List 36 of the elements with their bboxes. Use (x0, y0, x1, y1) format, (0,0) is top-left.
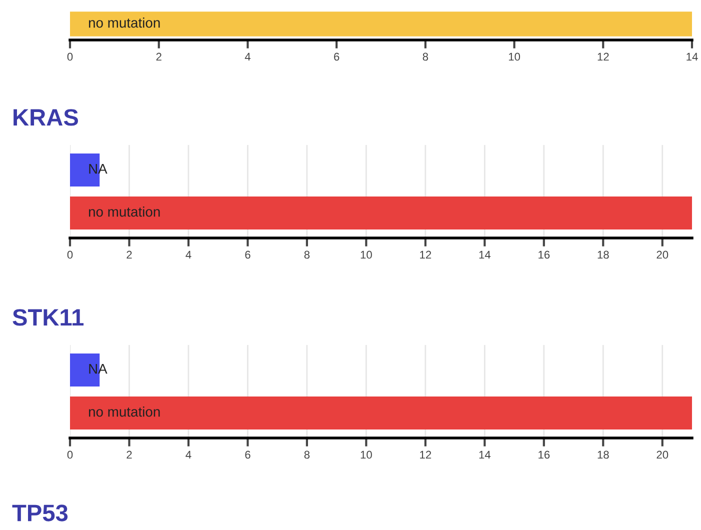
x-tick-label: 14 (479, 250, 491, 259)
x-tick-label: 4 (186, 250, 192, 259)
x-tick-label: 12 (420, 250, 432, 259)
chart-title: KRAS (14, 109, 78, 126)
x-tick-label: 20 (656, 250, 668, 259)
y-tick-label: no mutation (88, 406, 160, 417)
x-tick-label: 2 (126, 450, 132, 459)
x-tick-label: 14 (686, 52, 698, 61)
x-tick-label: 2 (156, 52, 162, 61)
x-tick-label: 0 (67, 52, 73, 61)
x-tick-label: 10 (360, 250, 372, 259)
x-tick-label: 2 (126, 250, 132, 259)
x-tick-label: 14 (479, 450, 491, 459)
x-tick-label: 4 (186, 450, 192, 459)
x-tick-label: 6 (245, 250, 250, 259)
x-tick-label: 16 (538, 450, 550, 459)
x-tick-label: 12 (598, 52, 609, 61)
x-tick-label: 18 (598, 250, 609, 259)
x-tick-label: 20 (656, 450, 668, 459)
x-tick-label: 6 (245, 450, 250, 459)
x-tick-label: 10 (508, 52, 520, 61)
x-tick-label: 16 (538, 250, 550, 259)
x-tick-label: 0 (67, 250, 73, 259)
x-tick-label: 8 (304, 250, 310, 259)
x-tick-label: 8 (422, 52, 428, 61)
chart-title: STK11 (12, 309, 84, 326)
x-tick-label: 6 (334, 52, 340, 61)
y-tick-label: no mutation (88, 206, 160, 217)
x-tick-label: 12 (420, 450, 432, 459)
y-tick-label: no mutation (88, 18, 160, 28)
x-tick-label: 18 (598, 450, 609, 459)
x-tick-label: 8 (304, 450, 310, 459)
text: TP53 (12, 504, 68, 522)
x-tick-label: 0 (67, 450, 73, 459)
x-tick-label: 10 (360, 450, 372, 459)
x-tick-label: 4 (244, 52, 250, 61)
